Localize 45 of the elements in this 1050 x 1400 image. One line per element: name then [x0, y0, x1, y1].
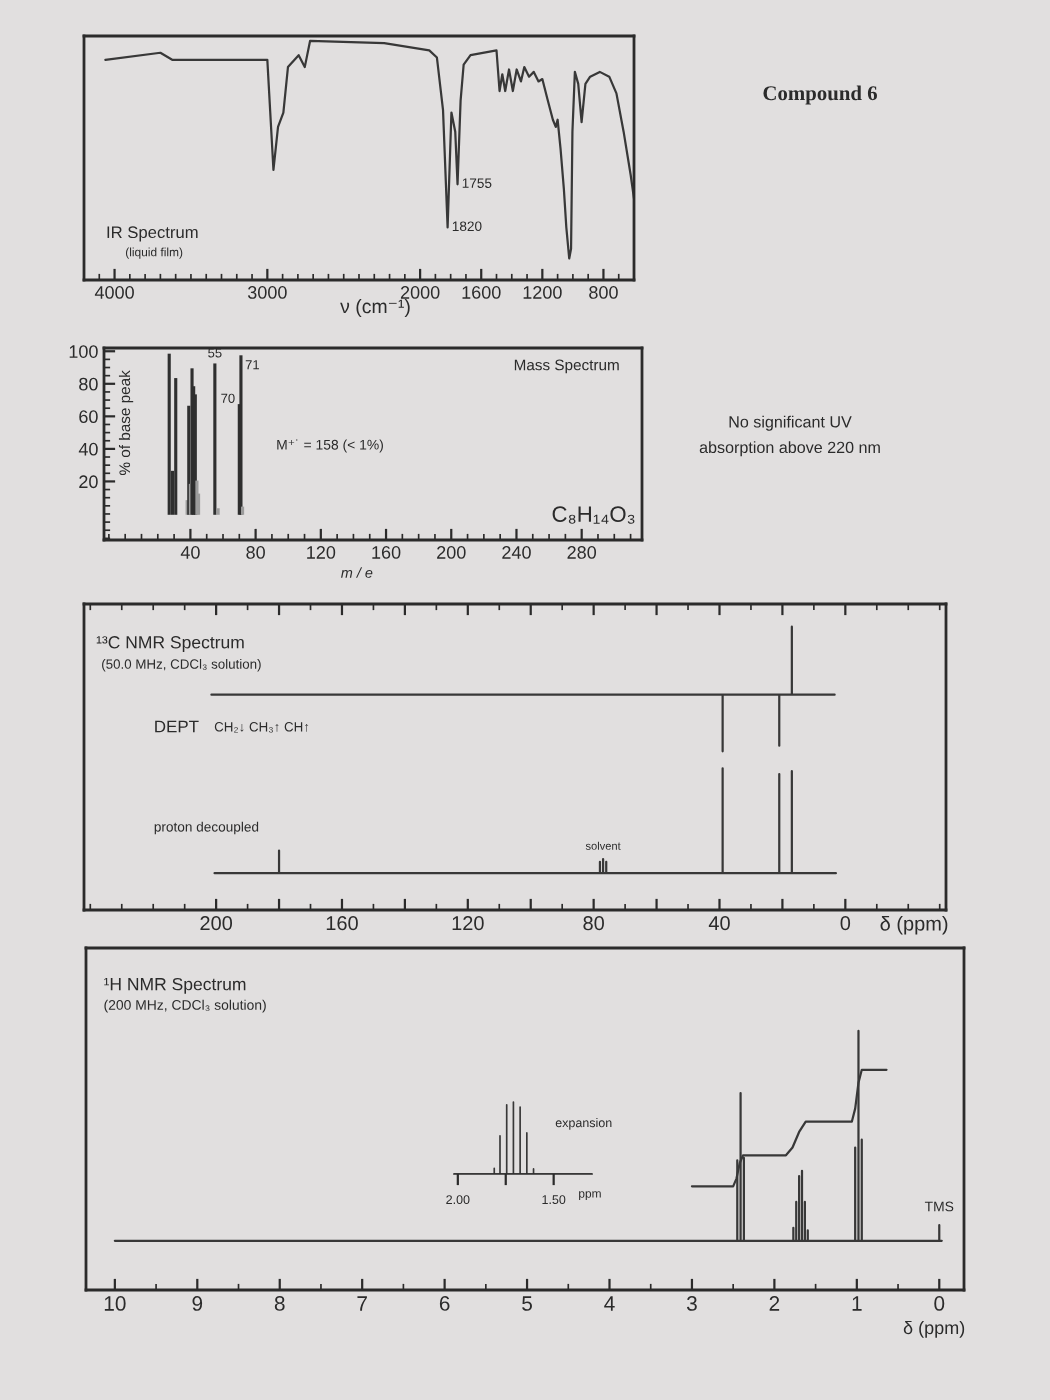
x-tick-label: 80 — [583, 916, 604, 931]
x-tick-label: 800 — [589, 286, 618, 299]
x-axis-title: δ (ppm) — [903, 1320, 965, 1338]
chart-title: ¹³C NMR Spectrum — [96, 636, 244, 652]
x-tick-label: 3 — [686, 1296, 697, 1311]
x-tick-label: 200 — [437, 546, 466, 559]
x-tick-label: 10 — [104, 1296, 126, 1311]
x-tick-label: 120 — [307, 546, 336, 559]
annotation: C₈H₁₄O₃ — [552, 506, 635, 524]
x-axis-title: δ (ppm) — [880, 915, 948, 935]
y-tick-label: 60 — [79, 410, 98, 424]
x-tick-label: 40 — [180, 546, 200, 559]
text: IR Spectrum — [107, 226, 198, 242]
x-tick-label: 2 — [769, 1296, 780, 1311]
x-tick-label: 2000 — [400, 286, 440, 299]
y-tick-label: 40 — [78, 442, 98, 456]
text: No significant UV absorption above 220 nm — [699, 415, 880, 457]
y-tick-label: 80 — [79, 377, 98, 391]
x-tick-label: 120 — [452, 916, 484, 931]
x-tick-label: 80 — [246, 546, 265, 559]
chart-title: ¹H NMR Spectrum — [104, 977, 246, 994]
y-tick-label: 100 — [69, 345, 98, 358]
x-tick-label: 240 — [502, 546, 531, 559]
x-tick-label: 5 — [522, 1296, 532, 1311]
annotation: DEPT — [155, 720, 199, 733]
x-tick-label: 0 — [934, 1296, 945, 1311]
x-tick-label: 4000 — [94, 286, 134, 299]
x-tick-label: 1200 — [523, 286, 562, 299]
x-axis-title: ν (cm⁻¹) — [340, 299, 410, 318]
x-tick-label: 200 — [200, 916, 233, 931]
x-tick-label: 9 — [192, 1296, 203, 1311]
x-tick-label: 0 — [840, 916, 851, 931]
x-tick-label: 1 — [852, 1296, 862, 1311]
y-tick-label: 20 — [79, 475, 98, 489]
x-tick-label: 1600 — [462, 286, 501, 299]
x-tick-label: 8 — [274, 1296, 285, 1311]
x-tick-label: 7 — [357, 1296, 367, 1311]
x-tick-label: 40 — [708, 916, 730, 931]
text: Compound 6 — [763, 85, 877, 105]
x-tick-label: 6 — [439, 1296, 450, 1311]
x-tick-label: 160 — [372, 546, 401, 559]
x-tick-label: 3000 — [247, 286, 287, 299]
x-tick-label: 280 — [567, 546, 597, 559]
x-tick-label: 4 — [604, 1296, 615, 1311]
x-tick-label: 160 — [326, 916, 358, 931]
